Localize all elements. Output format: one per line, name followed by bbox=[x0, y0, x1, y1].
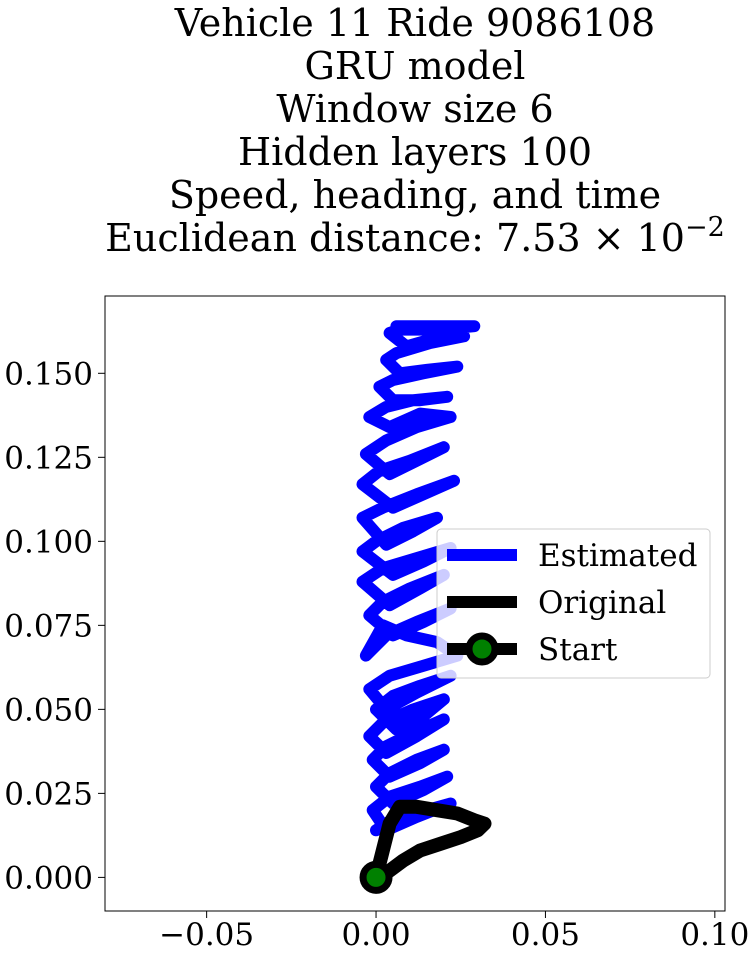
y-tick-label: 0.125 bbox=[4, 440, 93, 476]
x-tick-label: 0.00 bbox=[342, 917, 411, 953]
y-axis: 0.000 0.025 0.050 0.075 0.100 0.125 0.150 bbox=[4, 356, 105, 896]
title-line: Hidden layers 100 bbox=[238, 130, 592, 174]
plot-area bbox=[104, 295, 726, 912]
legend-box bbox=[436, 528, 711, 679]
x-axis: −0.05 0.00 0.05 0.10 bbox=[159, 911, 749, 953]
title-line: Vehicle 11 Ride 9086108 bbox=[174, 1, 655, 45]
x-tick-label: 0.10 bbox=[680, 917, 749, 953]
y-tick-label: 0.050 bbox=[4, 692, 93, 728]
legend-label: Estimated bbox=[538, 538, 697, 574]
y-tick-label: 0.150 bbox=[4, 356, 93, 392]
title-metric-exponent: −2 bbox=[685, 212, 725, 243]
series-layer bbox=[356, 320, 492, 894]
legend-label: Original bbox=[538, 585, 666, 621]
plot-frame bbox=[104, 295, 726, 912]
title-metric: Euclidean distance: 7.53 × 10−2 bbox=[105, 212, 725, 260]
title-metric-prefix: Euclidean distance: 7.53 × 10 bbox=[105, 216, 685, 260]
y-tick-label: 0.000 bbox=[4, 860, 93, 896]
legend-start-marker bbox=[465, 632, 499, 666]
series-line-original bbox=[369, 799, 492, 885]
y-tick-label: 0.075 bbox=[4, 608, 93, 644]
y-tick-label: 0.025 bbox=[4, 776, 93, 812]
title-line: GRU model bbox=[305, 44, 526, 88]
legend: Estimated Original Start bbox=[436, 528, 711, 679]
start-marker bbox=[359, 860, 393, 894]
x-tick-label: −0.05 bbox=[159, 917, 254, 953]
y-tick-label: 0.100 bbox=[4, 524, 93, 560]
title-line: Speed, heading, and time bbox=[169, 173, 661, 217]
series-line-estimated bbox=[356, 320, 481, 837]
x-tick-label: 0.05 bbox=[511, 917, 580, 953]
title-line: Window size 6 bbox=[276, 87, 553, 131]
legend-label: Start bbox=[538, 632, 618, 668]
